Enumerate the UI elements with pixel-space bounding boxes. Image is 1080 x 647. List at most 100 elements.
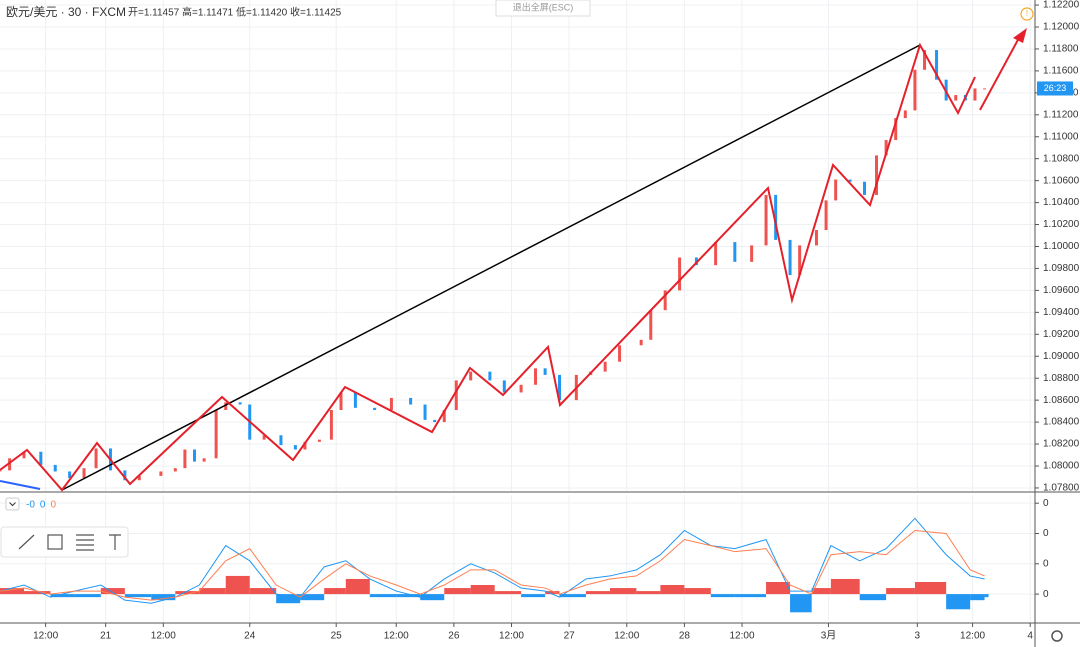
candle: [433, 419, 437, 423]
candle: [903, 110, 907, 119]
x-tick-label: 12:00: [730, 631, 755, 642]
x-tick-label: 4: [1027, 631, 1033, 642]
candle: [678, 257, 682, 291]
ohlc: 低=1.11420: [236, 6, 288, 19]
candle: [94, 448, 98, 469]
candle: [454, 380, 458, 411]
candle: [373, 407, 377, 411]
candle: [913, 69, 917, 111]
collapse-button[interactable]: [5, 497, 20, 511]
x-tick-label: 12:00: [384, 631, 409, 642]
histogram-bar: [790, 594, 812, 613]
candle: [137, 475, 141, 481]
y-tick-label: 1.09800: [1043, 263, 1080, 274]
y-tick-label: 1.12200: [1043, 0, 1080, 11]
histogram-bar: [420, 594, 445, 601]
candle: [317, 439, 321, 442]
candle: [558, 374, 562, 401]
candle: [534, 368, 538, 385]
tool-line[interactable]: [18, 534, 35, 550]
y-tick-label: 1.11800: [1043, 44, 1079, 55]
histogram-bar: [396, 594, 421, 598]
histogram-bar: [684, 588, 711, 595]
y-tick-label: 1.07800: [1043, 483, 1080, 494]
candle: [238, 402, 242, 405]
x-tick-label: 12:00: [151, 631, 176, 642]
histogram-bar: [984, 594, 989, 598]
histogram-bar: [521, 594, 546, 598]
tool-rect[interactable]: [47, 534, 63, 550]
y-tick-label: 1.08800: [1043, 373, 1080, 384]
toolbar-box: [0, 526, 129, 558]
candle: [603, 361, 607, 372]
histogram-bar: [636, 591, 661, 595]
histogram-bar: [225, 575, 250, 595]
candle: [214, 410, 218, 459]
x-tick-label: 12:00: [960, 631, 985, 642]
ohlc: 高=1.11471: [182, 6, 234, 19]
candle: [798, 245, 802, 276]
histogram-bar: [345, 578, 370, 595]
histogram-bar: [559, 594, 586, 598]
candle: [714, 242, 718, 266]
tool-fib[interactable]: [76, 534, 94, 551]
candle: [339, 392, 343, 411]
y-tick-label: 1.10000: [1043, 241, 1080, 252]
candle: [262, 435, 266, 440]
x-tick-label: 24: [244, 631, 256, 642]
candle: [279, 435, 283, 446]
histogram-bar: [0, 588, 25, 595]
ohlc: 开=1.11457: [128, 8, 180, 19]
indicator-value: 0: [50, 500, 56, 511]
zigzag: [0, 42, 976, 492]
button-label[interactable]: 退出全屏(ESC): [513, 1, 574, 12]
histogram-bar: [545, 591, 560, 595]
y-tick-label: 1.09600: [1043, 285, 1080, 296]
histogram-bar: [324, 588, 346, 595]
y-tick-label: 1.09400: [1043, 307, 1080, 318]
histogram-bar: [811, 588, 831, 595]
candle: [848, 179, 852, 182]
candle: [488, 371, 492, 381]
candle: [639, 339, 643, 346]
candle: [469, 371, 473, 381]
candle: [935, 50, 939, 80]
exit-fullscreen[interactable]: 退出全屏(ESC): [495, 0, 591, 17]
y-tick-label: 1.11600: [1043, 66, 1079, 77]
candle: [82, 468, 86, 479]
candle: [224, 402, 228, 411]
grid: [0, 0, 1035, 622]
candle: [123, 470, 127, 481]
collapse-icon: [9, 502, 16, 507]
histogram-bar: [609, 588, 637, 595]
histogram-bar: [300, 594, 325, 601]
candle: [750, 245, 754, 262]
candle: [68, 471, 72, 479]
histogram-bar: [100, 588, 125, 595]
candle: [788, 239, 792, 276]
candle: [834, 179, 838, 201]
histogram-bar: [914, 581, 947, 595]
candle: [884, 140, 888, 156]
y-tick-label: 0: [1043, 589, 1049, 600]
x-tick-label: 12:00: [499, 631, 524, 642]
histogram-bar: [660, 585, 685, 595]
tool-text[interactable]: [109, 534, 121, 550]
histogram-bar: [74, 594, 101, 598]
histogram-bar: [710, 594, 735, 598]
alert-icon[interactable]: [1020, 7, 1034, 21]
y-tick-label: 1.12000: [1043, 22, 1080, 33]
histogram-bar: [734, 594, 767, 598]
candle: [649, 310, 653, 340]
candle: [923, 50, 927, 70]
histogram-bar: [50, 594, 75, 598]
x-tick-label: 12:00: [33, 631, 58, 642]
candle: [389, 397, 393, 411]
y-tick-label: 1.08200: [1043, 439, 1080, 450]
settings-icon[interactable]: [1051, 630, 1063, 642]
candle: [22, 451, 26, 459]
candle: [983, 88, 987, 90]
arrow-head: [1013, 28, 1027, 43]
x-tick-label: 27: [564, 631, 576, 642]
